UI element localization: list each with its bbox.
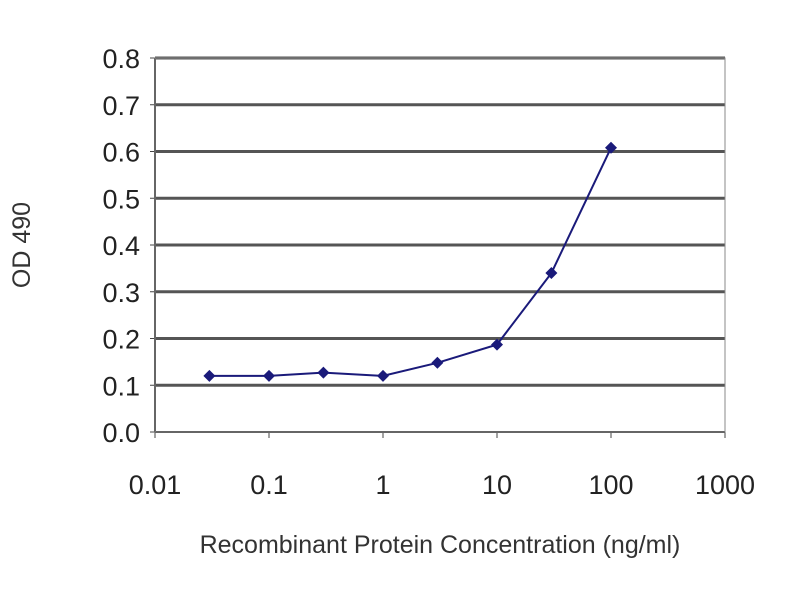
x-tick-label: 10 xyxy=(482,470,512,500)
x-tick-label: 0.01 xyxy=(129,470,182,500)
y-tick-label: 0.6 xyxy=(102,138,140,168)
y-tick-label: 0.7 xyxy=(102,91,140,121)
series-polyline xyxy=(209,147,612,377)
data-point xyxy=(377,369,389,382)
gridlines xyxy=(150,56,726,438)
x-tick-label: 0.1 xyxy=(250,470,288,500)
x-axis-label: Recombinant Protein Concentration (ng/ml… xyxy=(200,531,681,559)
y-tick-label: 0.3 xyxy=(102,278,140,308)
y-tick-labels: 0.0 0.1 0.2 0.3 0.4 0.5 0.6 0.7 0.8 xyxy=(102,44,140,448)
data-point xyxy=(263,369,275,382)
data-point xyxy=(605,141,617,154)
y-axis-label: OD 490 xyxy=(8,202,36,288)
data-point xyxy=(431,356,444,369)
x-tick-label: 1000 xyxy=(695,470,755,500)
x-tick-label: 1 xyxy=(375,470,390,500)
y-tick-label: 0.8 xyxy=(102,44,140,74)
data-point xyxy=(317,366,330,379)
plot-area xyxy=(154,57,726,433)
data-point xyxy=(203,369,216,382)
x-tick-labels: 0.01 0.1 1 10 100 1000 xyxy=(129,470,755,500)
x-tick-label: 100 xyxy=(588,470,633,500)
y-tick-label: 0.4 xyxy=(102,231,140,261)
y-tick-label: 0.0 xyxy=(102,418,140,448)
y-tick-label: 0.1 xyxy=(102,371,140,401)
series-line xyxy=(203,141,617,382)
data-point xyxy=(491,338,503,351)
y-tick-label: 0.2 xyxy=(102,325,140,355)
y-tick-label: 0.5 xyxy=(102,184,140,214)
data-point xyxy=(545,267,558,280)
